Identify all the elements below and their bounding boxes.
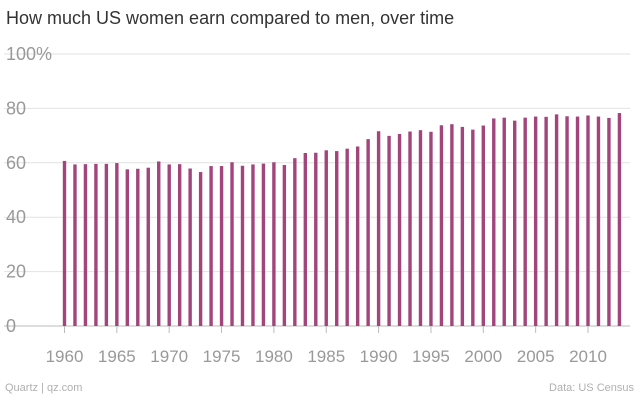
bar [544,116,548,326]
bar [554,114,559,326]
bar [366,139,370,326]
bar [146,167,150,326]
x-tick-label: 2005 [517,347,555,366]
bar [62,160,67,326]
bar [418,130,423,326]
bar [355,146,360,326]
x-tick-label: 1965 [98,347,136,366]
bar [376,131,381,326]
bar [230,162,234,326]
bar [617,113,622,327]
bar [471,129,475,326]
bar [345,148,349,326]
bar [460,126,465,327]
bar [94,163,98,326]
bar [586,115,590,326]
bar [565,116,569,326]
bar [387,135,391,326]
y-axis: 0 20 40 60 80 100% [6,44,52,336]
bars [62,113,622,327]
bar [314,152,318,326]
bar [429,131,433,326]
y-tick-label: 80 [6,98,26,118]
y-tick-label: 100% [6,44,52,64]
bar [492,118,496,327]
bar [73,164,77,326]
x-tick-label: 1985 [307,347,345,366]
x-tick-label: 2010 [569,347,607,366]
bar [261,163,266,326]
bar [219,166,224,326]
bar [596,116,601,326]
bar [513,120,517,326]
y-tick-label: 60 [6,153,26,173]
x-tick-label: 1980 [255,347,293,366]
bar [136,168,140,326]
bar [303,153,308,326]
bar [335,151,339,326]
bar [104,163,109,326]
bar [481,125,485,326]
bar [293,158,297,326]
bar [115,163,119,326]
bar [209,166,213,326]
x-tick-label: 1960 [46,347,84,366]
bar [188,168,192,326]
bar [450,124,454,327]
x-tick-label: 1990 [360,347,398,366]
x-axis: 1960 1965 1970 1975 1980 1985 1990 1995 2000 2005… [46,326,607,366]
data-source: Data: US Census [549,382,634,394]
x-tick-label: 2000 [464,347,502,366]
bar [282,164,287,326]
x-tick-label: 1970 [150,347,188,366]
chart-title: How much US women earn compared to men, … [6,8,455,28]
bar [240,165,245,326]
bar [439,125,444,326]
y-tick-label: 40 [6,207,26,227]
bar [157,161,161,326]
bar [408,131,412,326]
source-credit: Quartz | qz.com [5,382,83,394]
x-tick-label: 1975 [203,347,241,366]
bar [397,133,402,326]
bar [324,150,328,326]
bar [177,164,182,326]
bar [575,116,580,326]
bar [125,169,130,326]
bar [502,117,506,327]
bar [83,164,88,326]
x-tick-label: 1995 [412,347,450,366]
bar [251,164,255,326]
bar [272,162,276,326]
bar [198,172,203,326]
bar [533,116,538,326]
bar [607,117,611,326]
y-tick-label: 20 [6,262,26,282]
bar [167,164,171,326]
bar [523,117,527,327]
y-tick-label: 0 [6,316,16,336]
